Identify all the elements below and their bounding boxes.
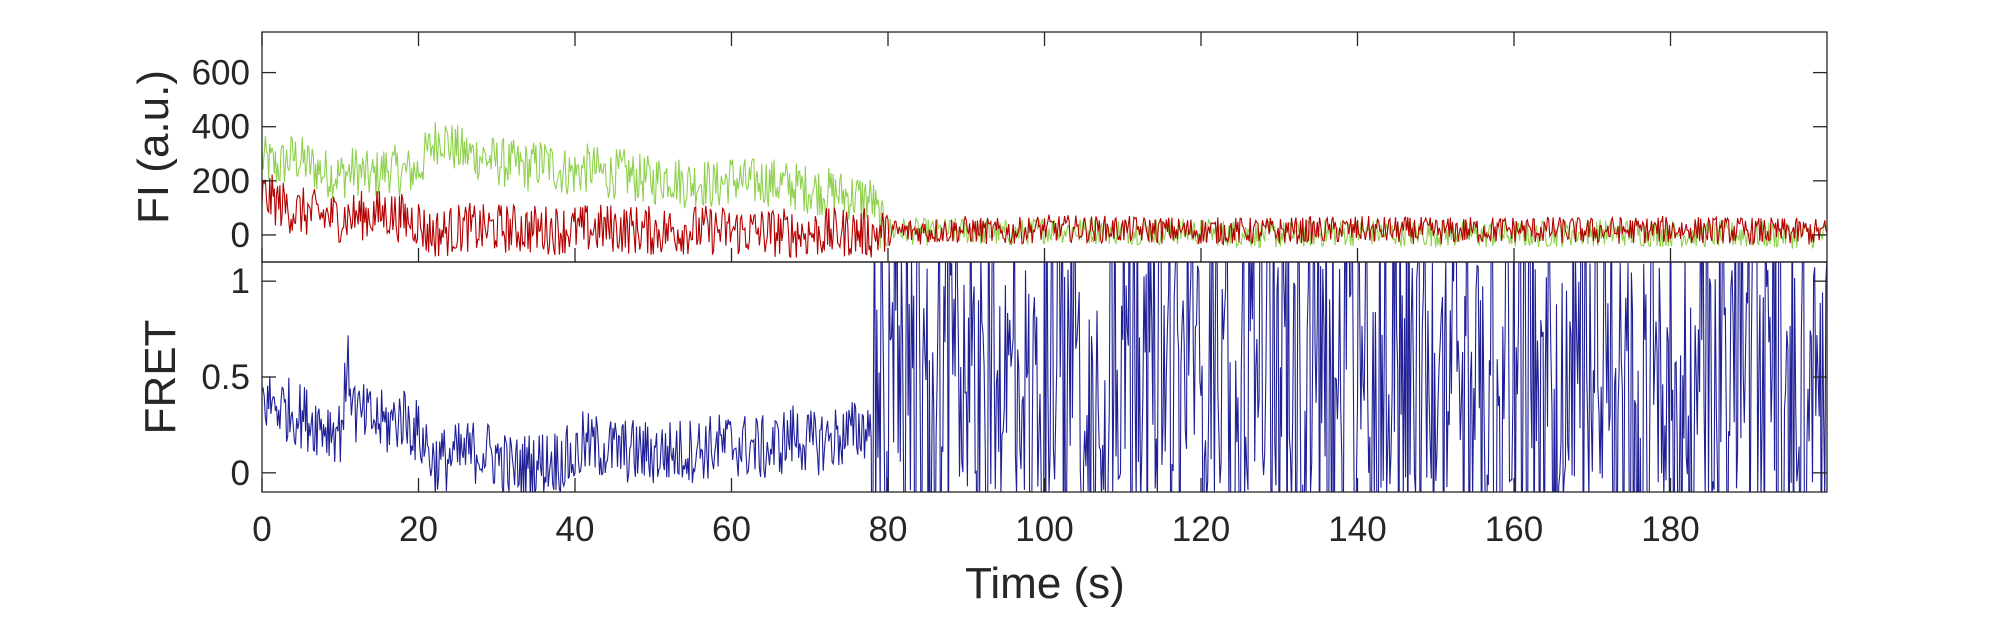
- fret-y-tick-label: 1: [231, 262, 250, 301]
- fluorescence-plot-area: [262, 122, 1827, 259]
- fluorescence-y-tick-label: 0: [231, 216, 250, 255]
- fret-y-axis-label: FRET: [136, 320, 185, 435]
- time-x-tick-label: 100: [1015, 510, 1073, 549]
- time-x-tick-label: 20: [399, 510, 438, 549]
- fret-panel: 00.51 0 20 40 60 80 100 120 140 160 180 FRET Time…: [136, 32, 1828, 608]
- fret-y-tick-label: 0: [231, 454, 250, 493]
- fluorescence-y-tick-label: 200: [192, 162, 250, 201]
- time-x-tick-label: 180: [1641, 510, 1699, 549]
- time-x-tick-label: 120: [1172, 510, 1230, 549]
- time-x-tick-label: 160: [1485, 510, 1543, 549]
- time-x-ticks: 0 20 40 60 80 100 120 140 160 180: [252, 32, 1700, 549]
- time-x-tick-label: 40: [556, 510, 595, 549]
- fluorescence-y-ticks: 0 200 400 600: [192, 54, 1827, 255]
- fret-series-0-line: [262, 262, 1827, 492]
- fluorescence-series-1-line: [262, 174, 1827, 259]
- fret-y-ticks: 00.51: [201, 262, 1827, 493]
- fluorescence-series-0-line: [262, 122, 1827, 249]
- fluorescence-y-tick-label: 400: [192, 108, 250, 147]
- fret-y-tick-label: 0.5: [201, 358, 250, 397]
- fluorescence-y-tick-label: 600: [192, 54, 250, 93]
- time-x-axis-label: Time (s): [965, 559, 1125, 608]
- time-x-tick-label: 80: [869, 510, 908, 549]
- time-x-tick-label: 140: [1328, 510, 1386, 549]
- fluorescence-y-axis-label: FI (a.u.): [129, 70, 178, 224]
- time-x-tick-label: 60: [712, 510, 751, 549]
- time-x-tick-label: 0: [252, 510, 271, 549]
- fret-plot-area: [262, 262, 1827, 492]
